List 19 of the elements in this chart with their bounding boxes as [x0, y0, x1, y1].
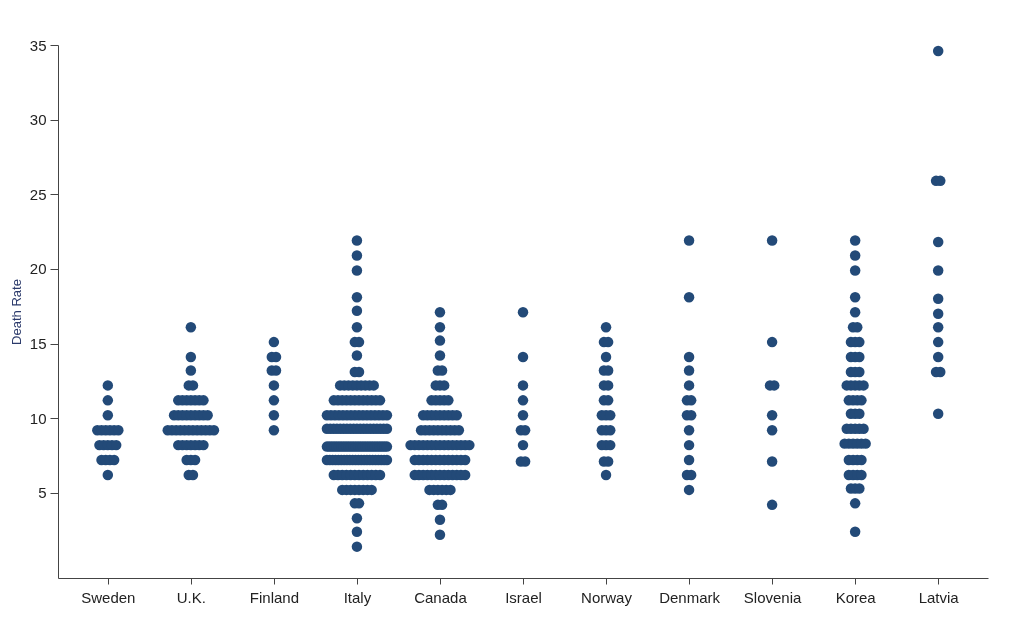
y-tick-label: 30: [29, 111, 47, 129]
x-tick-label: U.K.: [176, 588, 206, 606]
x-tick-label: Slovenia: [743, 588, 803, 606]
y-tick-label: 35: [29, 36, 47, 54]
x-tick-label: Italy: [343, 588, 372, 606]
x-tick-label: Israel: [505, 588, 542, 606]
x-tick-label: Latvia: [918, 588, 960, 606]
x-tick-label: Korea: [835, 588, 877, 606]
x-tick-label: Norway: [581, 588, 633, 606]
y-tick-label: 25: [29, 185, 47, 203]
y-tick-label: 5: [38, 484, 47, 502]
x-tick-label: Sweden: [81, 588, 136, 606]
x-tick-label: Canada: [414, 588, 468, 606]
x-tick-label: Finland: [249, 588, 299, 606]
y-tick-label: 20: [29, 260, 47, 278]
y-tick-label: 15: [29, 335, 47, 353]
y-axis-title: Death Rate: [8, 279, 24, 345]
x-tick-label: Denmark: [659, 588, 721, 606]
y-tick-label: 10: [29, 409, 47, 427]
